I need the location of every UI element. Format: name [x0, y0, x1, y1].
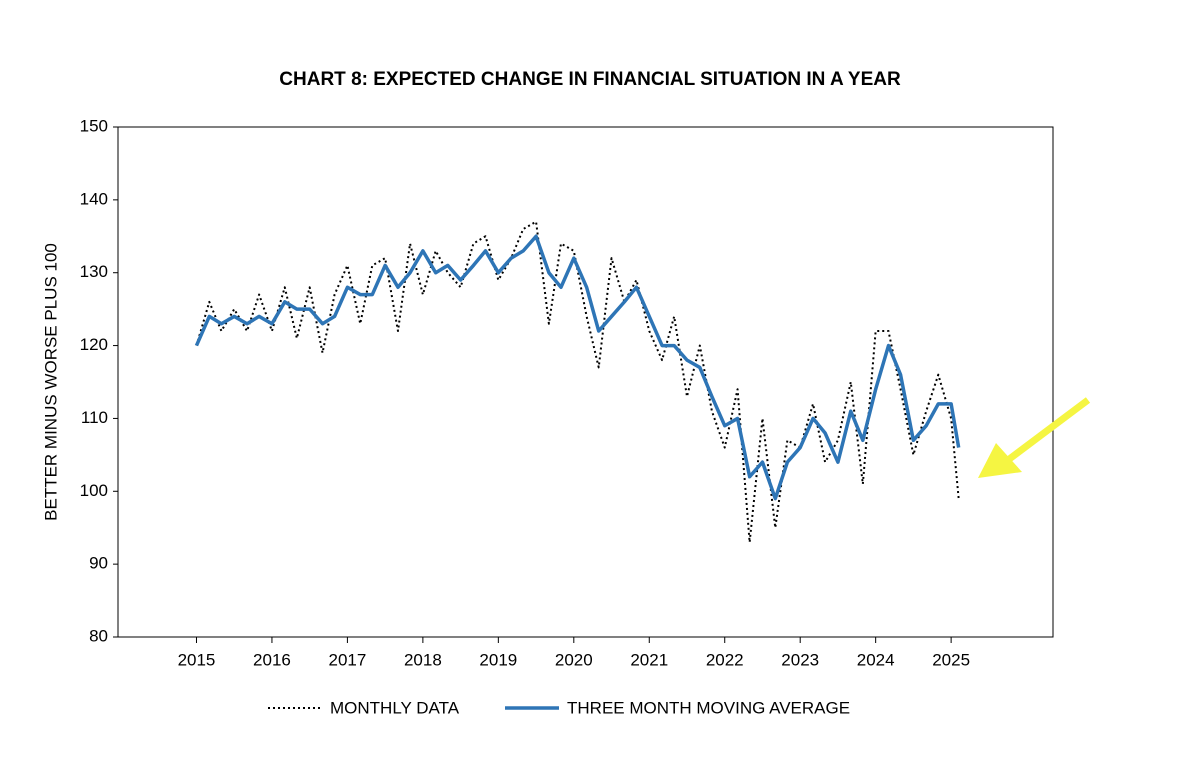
y-tick-label: 100 — [80, 481, 108, 500]
x-tick-label: 2019 — [479, 650, 517, 669]
y-tick-label: 90 — [89, 554, 108, 573]
legend-label: THREE MONTH MOVING AVERAGE — [567, 698, 850, 717]
x-tick-label: 2017 — [328, 650, 366, 669]
x-tick-label: 2025 — [932, 650, 970, 669]
y-tick-label: 150 — [80, 116, 108, 135]
x-tick-label: 2018 — [404, 650, 442, 669]
y-tick-label: 80 — [89, 626, 108, 645]
chart-title: CHART 8: EXPECTED CHANGE IN FINANCIAL SI… — [279, 69, 901, 90]
legend-label: MONTHLY DATA — [330, 698, 460, 717]
x-tick-label: 2022 — [706, 650, 744, 669]
arrow — [978, 397, 1091, 478]
series-line — [194, 234, 961, 501]
y-axis-label: BETTER MINUS WORSE PLUS 100 — [41, 243, 60, 521]
x-tick-label: 2024 — [857, 650, 895, 669]
y-tick-label: 110 — [81, 408, 108, 427]
series-line — [195, 220, 960, 544]
y-tick-label: 130 — [80, 262, 108, 281]
x-tick-label: 2015 — [178, 650, 216, 669]
x-tick-label: 2016 — [253, 650, 291, 669]
x-tick-label: 2021 — [630, 650, 668, 669]
plot-frame — [117, 126, 1054, 638]
x-tick-label: 2023 — [781, 650, 819, 669]
y-tick-label: 120 — [80, 335, 108, 354]
y-tick-label: 140 — [80, 189, 108, 208]
x-tick-label: 2020 — [555, 650, 593, 669]
